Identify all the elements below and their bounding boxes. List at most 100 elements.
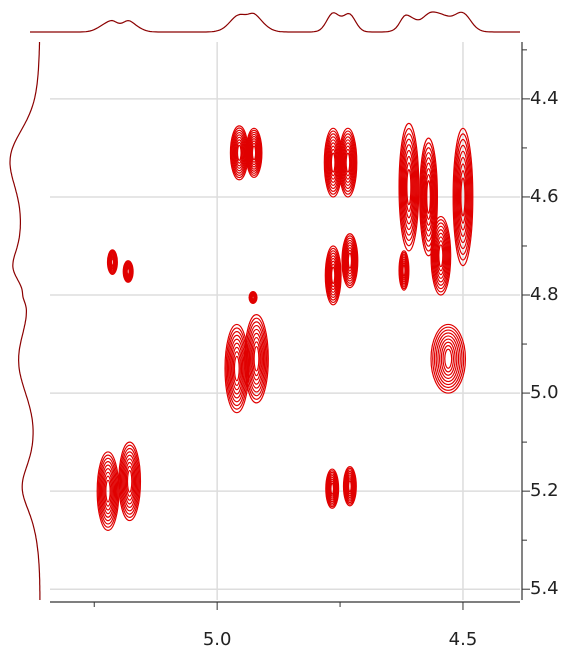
peak [245,127,263,178]
contour-line [453,133,473,261]
contour-line [434,229,448,283]
contour-line [247,133,261,172]
y-tick-label: 4.4 [530,88,559,109]
contour-line [342,235,358,287]
projection [9,42,41,600]
contour-line [347,252,353,269]
contour-line [121,451,138,512]
contour-line [399,127,419,247]
peak [122,260,134,283]
peak [244,314,269,404]
contour-line [97,454,119,528]
y-tick-label: 4.8 [530,284,559,305]
contour-line [245,317,268,400]
contour-line [230,342,244,395]
contour-line [99,461,117,522]
contour-line [419,142,438,252]
contour-line [419,137,439,257]
contour-line [98,457,118,525]
contour-line [430,323,467,394]
contour-line [229,338,245,399]
contour-line [425,173,432,221]
contour-line [420,147,437,247]
contour-line [233,134,246,172]
contour-line [433,225,449,286]
peak [325,468,340,509]
contour-line [424,168,433,226]
contour-line [344,469,356,504]
contour-line [328,142,339,183]
contour-line [252,341,261,377]
contour-line [339,130,357,195]
contour-line [400,133,418,242]
contour-line [430,215,452,296]
contour-line [458,163,468,231]
contour-line [342,466,357,507]
contour-line [328,257,338,293]
contour-line [105,479,111,503]
contour-line [326,471,338,506]
contour-line [330,263,337,288]
contour-line [342,142,353,183]
y-tick-label: 5.2 [530,480,559,501]
contour-line [124,461,135,501]
contour-line [439,338,458,380]
y-tick-label: 4.6 [530,186,559,207]
contour-line [232,131,247,174]
contour-line [437,240,445,272]
peak [248,290,258,304]
contour-line [325,470,339,508]
contour-line [402,264,406,277]
contour-line [460,177,466,217]
contour-line [102,468,115,515]
contour-line [454,138,472,255]
contour-line [402,144,416,231]
x-tick-label: 5.0 [203,629,232,650]
contour-line [251,295,255,300]
peak [342,466,357,507]
contour-line [442,345,454,373]
contour-line [431,219,451,293]
peak [106,249,118,276]
contour-line [438,244,444,268]
contour-line [247,324,266,393]
contour-line [327,473,338,505]
contour-line [326,250,341,301]
contour-line [246,129,262,176]
contour-line [236,141,243,164]
peak [229,125,249,181]
contour-line [432,326,465,391]
contour-line [404,155,414,219]
contour-line [343,239,357,282]
contour-line [341,233,359,289]
contour-line [327,475,337,503]
contour-line [455,144,471,250]
contour-line [325,468,340,509]
y-tick-label: 5.4 [530,578,559,599]
contour-line [426,180,431,214]
contour-line [251,145,257,161]
contour-line [330,482,335,495]
contour-line [329,480,335,497]
contour-line [251,142,257,163]
contour-line [452,127,474,267]
peak [338,127,358,198]
contour-line [236,144,242,161]
contour-line [249,138,259,168]
contour-line [246,321,267,397]
contour-line [126,469,133,493]
contour-line [343,467,357,505]
contour-line [329,148,337,177]
contour-line [348,480,352,493]
peak [324,245,342,306]
contour-line [123,458,136,505]
contour-line [125,465,134,497]
contour-line [435,232,447,279]
contour-line [346,476,354,497]
contour-line [327,252,340,299]
contour-line [436,236,446,276]
contour-line [340,133,356,192]
contour-line [346,249,353,272]
contour-line [330,152,336,173]
